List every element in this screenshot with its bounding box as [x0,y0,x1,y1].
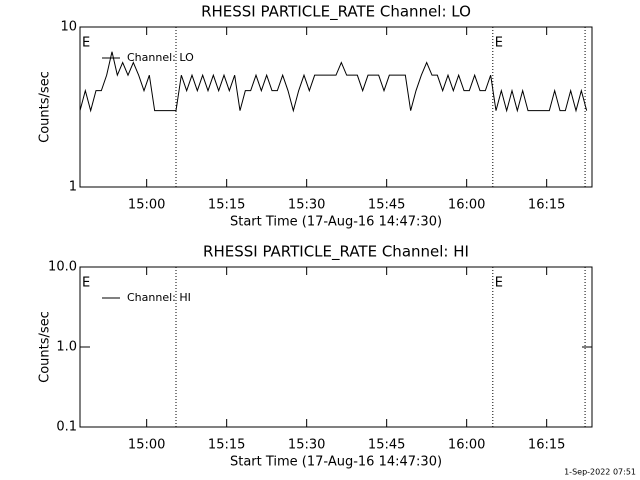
legend-label: Channel: HI [127,291,191,304]
x-tick-label: 15:45 [368,198,405,213]
x-tick-label: 15:15 [208,198,245,213]
event-label: E [495,36,503,51]
chart-title: RHESSI PARTICLE_RATE Channel: HI [203,243,469,262]
data-line [79,51,588,113]
footer: 1-Sep-2022 07:51 [564,468,636,477]
event-label: E [82,276,90,291]
x-tick-label: 15:15 [208,438,245,453]
y-tick-label: 10 [60,20,77,35]
event-label: E [82,36,90,51]
event-label: E [495,276,503,291]
y-axis-label: Counts/sec [38,311,53,383]
chart-title: RHESSI PARTICLE_RATE Channel: LO [201,3,471,22]
x-tick-label: 16:00 [448,438,485,453]
x-tick-label: 15:00 [128,438,165,453]
y-tick-label: 1.0 [56,340,77,355]
y-tick-label: 1 [69,180,77,195]
x-axis-label: Start Time (17-Aug-16 14:47:30) [230,215,442,230]
x-tick-label: 16:15 [528,198,565,213]
y-tick-label: 0.1 [56,420,77,435]
x-tick-label: 15:00 [128,198,165,213]
legend-label: Channel: LO [127,51,194,64]
x-axis-label: Start Time (17-Aug-16 14:47:30) [230,455,442,470]
x-tick-label: 15:30 [288,438,325,453]
x-tick-label: 16:15 [528,438,565,453]
x-tick-label: 16:00 [448,198,485,213]
y-tick-label: 10.0 [48,260,77,275]
x-tick-label: 15:30 [288,198,325,213]
y-axis-label: Counts/sec [38,71,53,143]
plot-frame [79,26,593,188]
x-tick-label: 15:45 [368,438,405,453]
